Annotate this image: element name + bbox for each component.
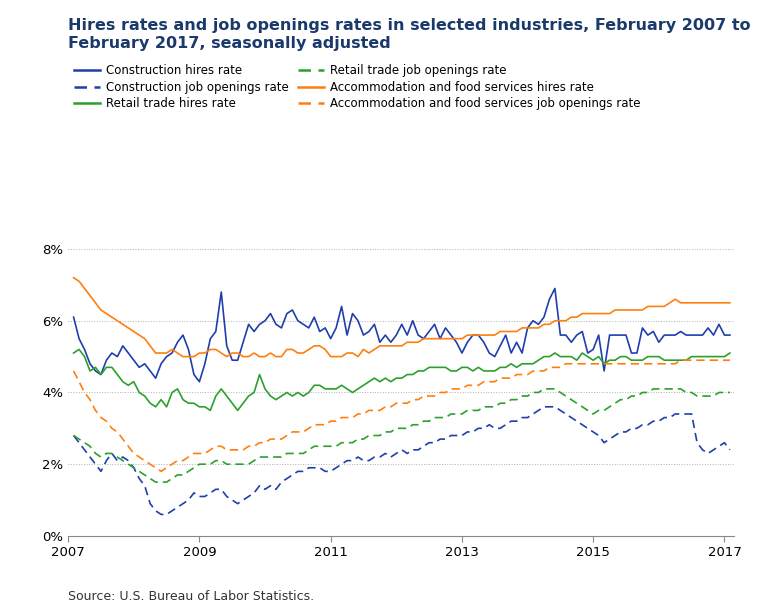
- Text: Hires rates and job openings rates in selected industries, February 2007 to
Febr: Hires rates and job openings rates in se…: [68, 18, 751, 51]
- Text: Source: U.S. Bureau of Labor Statistics.: Source: U.S. Bureau of Labor Statistics.: [68, 590, 314, 603]
- Legend: Construction hires rate, Construction job openings rate, Retail trade hires rate: Construction hires rate, Construction jo…: [74, 65, 640, 110]
